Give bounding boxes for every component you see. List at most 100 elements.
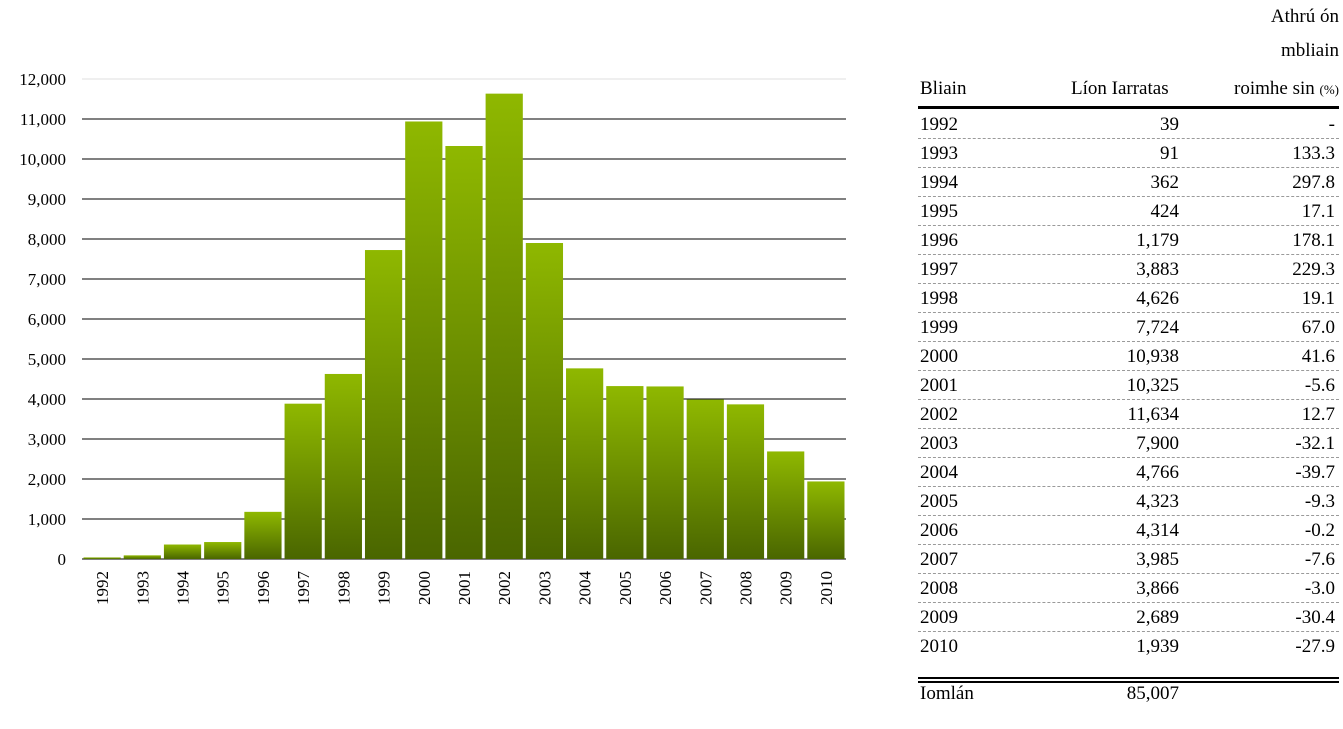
row-count: 3,866 — [1136, 578, 1179, 599]
row-change: 133.3 — [1292, 143, 1335, 164]
row-change: 229.3 — [1292, 259, 1335, 280]
bar-chart: 0 1,000 2,000 3,000 4,000 5,000 6,000 7,000 8,00… — [19, 70, 846, 606]
row-year: 2006 — [920, 520, 958, 541]
row-year: 1995 — [920, 201, 958, 222]
row-year: 2004 — [920, 462, 958, 483]
table-row: 2005 4,323 -9.3 — [918, 489, 1339, 516]
row-year: 2010 — [920, 636, 958, 657]
x-tick-label: 1994 — [174, 571, 193, 606]
x-axis-tick-labels: 1992 1993 1994 1995 1996 1997 1998 1999 2000 2001… — [93, 571, 836, 606]
x-tick-label: 1992 — [93, 571, 112, 605]
y-tick-label: 4,000 — [28, 390, 66, 409]
y-tick-label: 1,000 — [28, 510, 66, 529]
change-header-unit: (%) — [1319, 82, 1340, 97]
table-row: 1996 1,179 178.1 — [918, 228, 1339, 255]
row-count: 10,325 — [1126, 375, 1179, 396]
y-tick-label: 3,000 — [28, 430, 66, 449]
table-row: 2007 3,985 -7.6 — [918, 547, 1339, 574]
row-count: 4,314 — [1136, 520, 1179, 541]
table-row: 2001 10,325 -5.6 — [918, 373, 1339, 400]
row-year: 2005 — [920, 491, 958, 512]
row-year: 2008 — [920, 578, 958, 599]
table-row: 1998 4,626 19.1 — [918, 286, 1339, 313]
header-rule — [918, 106, 1339, 109]
x-tick-label: 1995 — [214, 571, 233, 605]
y-tick-label: 7,000 — [28, 270, 66, 289]
row-count: 7,724 — [1136, 317, 1179, 338]
total-double-rule — [918, 677, 1339, 683]
x-tick-label: 1997 — [294, 571, 313, 606]
row-change: 41.6 — [1301, 346, 1335, 367]
row-year: 1994 — [920, 172, 958, 193]
table-row: 1997 3,883 229.3 — [918, 257, 1339, 284]
row-change: -9.3 — [1304, 491, 1335, 512]
x-tick-label: 2003 — [535, 571, 554, 605]
x-tick-label: 2000 — [415, 571, 434, 605]
row-count: 1,939 — [1136, 636, 1179, 657]
row-count: 7,900 — [1136, 433, 1179, 454]
bar-2005 — [606, 386, 644, 559]
row-change: -27.9 — [1295, 636, 1335, 657]
table-row: 2006 4,314 -0.2 — [918, 518, 1339, 545]
change-header-text: roimhe sin — [1234, 78, 1315, 99]
y-axis-tick-labels: 0 1,000 2,000 3,000 4,000 5,000 6,000 7,000 8,00… — [19, 70, 66, 569]
y-tick-label: 11,000 — [20, 110, 66, 129]
total-label: Iomlán — [920, 683, 974, 704]
y-tick-label: 5,000 — [28, 350, 66, 369]
table-row: 2003 7,900 -32.1 — [918, 431, 1339, 458]
change-header-line1: Athrú ón — [1270, 6, 1339, 27]
row-count: 424 — [1150, 201, 1180, 222]
row-count: 3,883 — [1136, 259, 1179, 280]
bars — [83, 93, 845, 560]
bar-1995 — [204, 542, 242, 559]
x-tick-label: 1996 — [254, 571, 273, 605]
x-tick-label: 2004 — [576, 571, 595, 606]
row-count: 39 — [1160, 114, 1179, 135]
change-header-line2: mbliain — [1280, 40, 1339, 61]
x-tick-label: 2008 — [736, 571, 755, 605]
bar-1994 — [163, 544, 202, 559]
x-tick-label: 2007 — [696, 571, 715, 606]
bar-1997 — [284, 403, 322, 559]
row-change: -30.4 — [1295, 607, 1335, 628]
row-change: -3.0 — [1304, 578, 1335, 599]
change-header-line3: roimhe sin (%) — [1234, 78, 1339, 101]
row-count: 362 — [1150, 172, 1180, 193]
data-table: Athrú ón mbliain roimhe sin (%) Bliain L… — [918, 0, 1343, 729]
table-row: 1994 362 297.8 — [918, 170, 1339, 197]
bar-1998 — [324, 373, 362, 559]
row-change: 12.7 — [1301, 404, 1335, 425]
row-count: 1,179 — [1136, 230, 1179, 251]
row-change: 17.1 — [1301, 201, 1335, 222]
row-year: 1992 — [920, 114, 958, 135]
row-year: 2000 — [920, 346, 958, 367]
bar-2006 — [646, 386, 684, 559]
y-tick-label: 0 — [58, 550, 67, 569]
x-tick-label: 1999 — [375, 571, 394, 605]
row-year: 2007 — [920, 549, 958, 570]
bar-1999 — [364, 250, 403, 560]
bar-2004 — [566, 368, 604, 559]
table-row: 1993 91 133.3 — [918, 141, 1339, 168]
table-row: 2000 10,938 41.6 — [918, 344, 1339, 371]
row-change: 178.1 — [1292, 230, 1335, 251]
table-row: 2009 2,689 -30.4 — [918, 605, 1339, 632]
row-count: 2,689 — [1136, 607, 1179, 628]
bar-2009 — [767, 451, 805, 559]
bar-2001 — [445, 146, 483, 559]
row-year: 2009 — [920, 607, 958, 628]
bar-2000 — [405, 121, 443, 559]
row-year: 1993 — [920, 143, 958, 164]
bar-2003 — [525, 243, 564, 559]
row-count: 4,766 — [1136, 462, 1179, 483]
y-tick-label: 6,000 — [28, 310, 66, 329]
total-value: 85,007 — [1126, 683, 1179, 704]
y-tick-label: 8,000 — [28, 230, 66, 249]
bar-1996 — [244, 511, 282, 559]
row-year: 2003 — [920, 433, 958, 454]
table-row: 2010 1,939 -27.9 — [918, 634, 1339, 660]
y-tick-label: 9,000 — [28, 190, 66, 209]
x-tick-label: 1998 — [334, 571, 353, 605]
count-header: Líon Iarratas — [1071, 78, 1169, 99]
x-tick-label: 1993 — [133, 571, 152, 605]
